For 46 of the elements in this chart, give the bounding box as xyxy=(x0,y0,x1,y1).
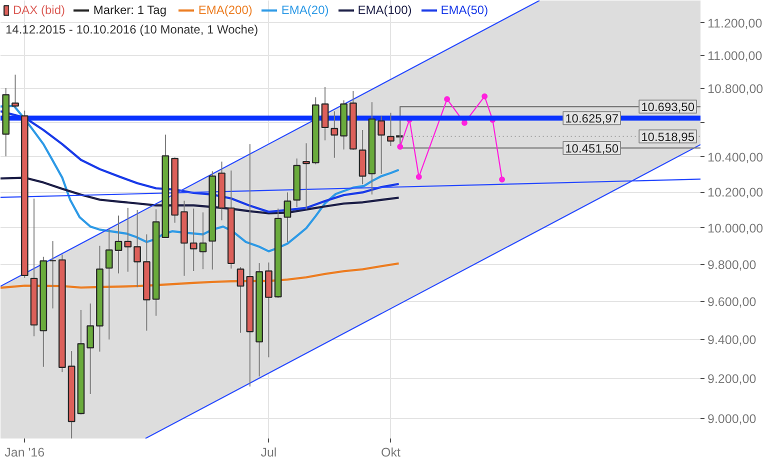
x-tick-label: Jul xyxy=(260,446,277,460)
y-tick-label: 9.800,00 xyxy=(708,258,756,272)
text: 14.12.2015 - 10.10.2016 (10 Monate, 1 Woche) xyxy=(6,22,258,36)
legend-label: EMA(50) xyxy=(440,3,488,17)
annotation: 10.451,50 xyxy=(565,142,619,156)
y-tick-label: 11.200,00 xyxy=(708,16,762,30)
point xyxy=(482,93,488,100)
candlestick xyxy=(236,266,244,334)
candlestick xyxy=(199,212,207,270)
candlestick xyxy=(49,240,56,309)
legend-label: EMA(200) xyxy=(198,3,252,17)
legend-label: EMA(20) xyxy=(281,3,329,17)
point xyxy=(444,96,450,102)
candlestick xyxy=(134,210,141,288)
legend-label: Marker: 1 Tag xyxy=(93,3,166,17)
point xyxy=(416,174,422,180)
y-tick-label: 10.400,00 xyxy=(708,150,764,164)
legend-label: DAX (bid) xyxy=(13,3,66,17)
candlestick xyxy=(378,116,386,174)
annotation: 10.693,50 xyxy=(641,100,695,114)
y-tick-label: 9.000,00 xyxy=(708,412,756,426)
y-tick-label: 11.000,00 xyxy=(708,49,762,64)
candlestick xyxy=(105,228,113,340)
x-tick-label: Okt xyxy=(381,446,401,460)
candlestick xyxy=(302,142,310,210)
y-tick-label: 9.200,00 xyxy=(708,372,756,386)
candlestick xyxy=(284,192,292,242)
point xyxy=(499,176,506,182)
ref-line-label: 10.625,97 xyxy=(565,112,619,126)
point xyxy=(397,144,404,150)
candlestick xyxy=(190,208,198,272)
legend-label: EMA(100) xyxy=(358,3,412,17)
annotation: 10.518,95 xyxy=(641,130,695,144)
candlestick xyxy=(114,215,122,274)
y-tick-label: 9.400,00 xyxy=(708,333,756,348)
candlestick xyxy=(124,207,132,272)
y-tick-label: 10.800,00 xyxy=(708,82,764,96)
y-tick-label: 9.600,00 xyxy=(708,295,756,310)
line-series xyxy=(0,262,400,289)
candlestick xyxy=(86,303,94,394)
y-tick-label: 10.000,00 xyxy=(708,221,764,236)
y-tick-label: 10.200,00 xyxy=(708,186,764,200)
candlestick xyxy=(12,74,19,109)
candlestick xyxy=(330,110,338,158)
x-tick-label: Jan '16 xyxy=(4,446,45,460)
candlestick xyxy=(321,86,329,141)
